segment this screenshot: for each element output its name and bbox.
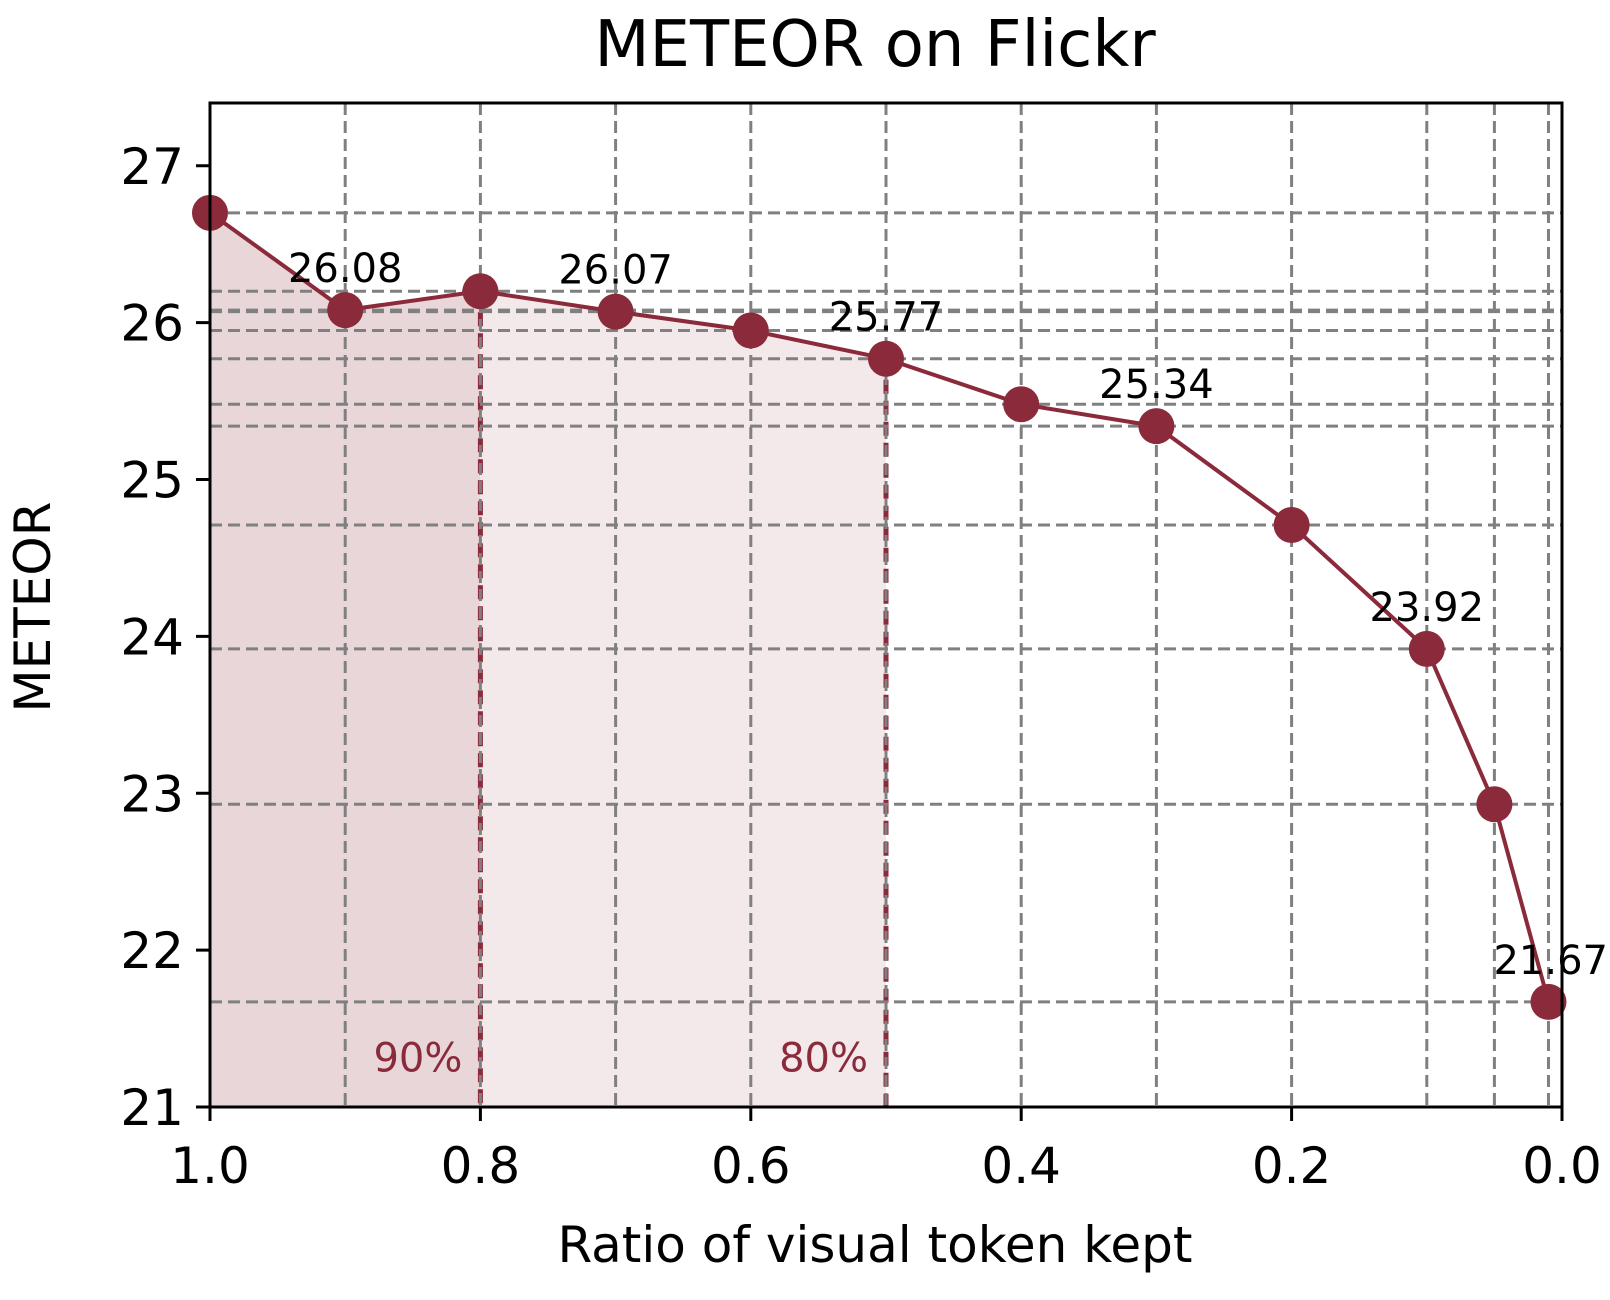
x-tick-label: 0.6 [711,1137,791,1195]
y-tick-label: 27 [120,138,184,196]
data-point [1273,506,1310,543]
data-point [1476,786,1513,823]
y-tick-label: 26 [120,295,184,353]
y-tick-label: 21 [120,1079,184,1137]
data-label: 26.08 [288,246,403,292]
data-point [868,340,904,377]
data-labels: 26.08 26.07 25.77 25.34 23.92 21.67 [288,246,1608,984]
grid [208,103,1562,1107]
data-label: 21.67 [1493,938,1608,984]
axes: 1.0 0.8 0.6 0.4 0.2 0.0 21 22 23 24 25 26 27 [120,101,1602,1195]
region-label-0: 90% [373,1036,462,1082]
data-point [1408,630,1445,667]
data-label: 26.07 [558,248,673,294]
series [192,194,1567,1020]
y-tick-label: 22 [120,922,184,980]
data-point [1138,408,1175,445]
region-fill-1 [480,291,886,1107]
series-line [208,211,1551,1003]
data-point [1530,983,1567,1020]
x-tick-label: 0.4 [981,1137,1061,1195]
data-point [732,312,769,349]
plot-frame [208,101,1564,1109]
data-label: 25.34 [1099,362,1214,408]
shaded-regions: 90% 80% [210,212,889,1108]
data-point [327,292,364,329]
y-tick-label: 24 [120,608,184,666]
x-tick-label: 0.0 [1522,1137,1602,1195]
region-fill-0 [210,212,481,1108]
x-axis-label: Ratio of visual token kept [558,1216,1193,1274]
x-tick-label: 0.2 [1252,1137,1332,1195]
y-tick-label: 25 [120,452,184,510]
data-label: 23.92 [1370,585,1485,631]
x-tick-label: 1.0 [170,1137,250,1195]
y-tick-label: 23 [120,765,184,823]
y-axis-label: METEOR [4,502,62,713]
region-label-1: 80% [779,1036,868,1082]
data-label: 25.77 [829,295,944,341]
data-point [597,293,634,330]
data-point [462,273,499,310]
data-point [1003,386,1040,423]
x-tick-label: 0.8 [441,1137,521,1195]
chart-title: METEOR on Flickr [594,8,1156,82]
